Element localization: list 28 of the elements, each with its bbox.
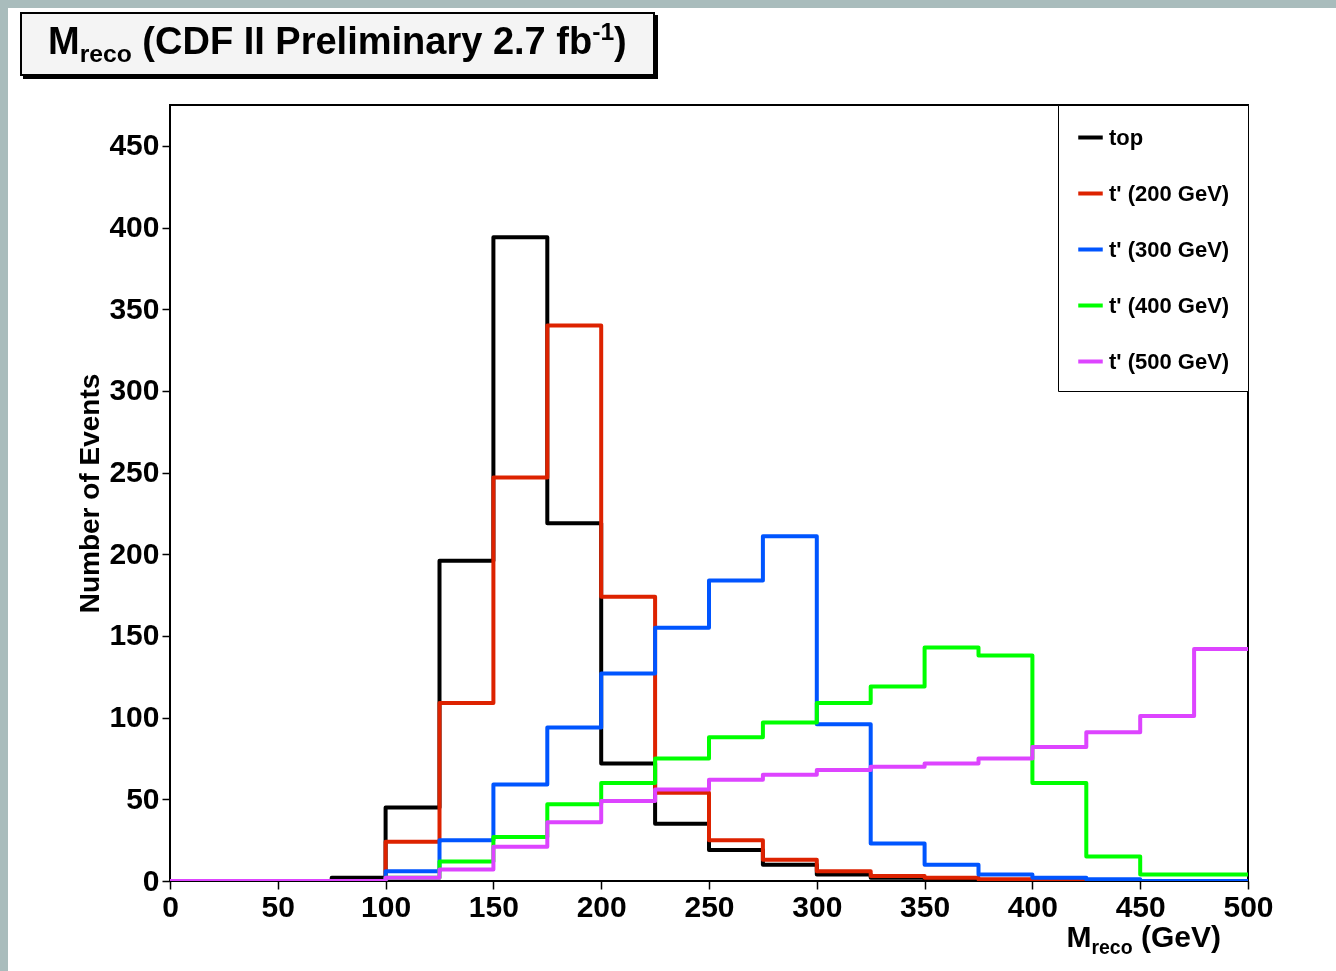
chart-title: M$_{reco}$ (CDF II Preliminary 2.7 fb$^{-1}$)	[20, 12, 655, 77]
y-axis-title: Number of Events	[74, 373, 106, 614]
y-tick-label: 150	[109, 618, 160, 652]
y-tick-label: 0	[142, 863, 160, 897]
x-tick-label: 400	[1007, 889, 1058, 923]
y-tick-label: 200	[109, 536, 160, 570]
x-tick-label: 50	[261, 889, 295, 923]
x-axis-title: M$_{reco}$ (GeV)	[1066, 920, 1221, 959]
legend-label: t' (400 GeV)	[1109, 292, 1230, 318]
y-tick-label: 400	[109, 210, 160, 244]
x-tick-label: 500	[1223, 889, 1274, 923]
legend-label: t' (500 GeV)	[1109, 348, 1230, 374]
legend-label: top	[1109, 124, 1144, 150]
y-tick-label: 100	[109, 700, 160, 734]
y-tick-label: 350	[109, 291, 160, 325]
legend-label: t' (300 GeV)	[1109, 236, 1230, 262]
x-tick-label: 150	[468, 889, 519, 923]
x-tick-label: 300	[792, 889, 843, 923]
y-tick-label: 450	[109, 128, 160, 162]
x-tick-label: 100	[361, 889, 412, 923]
x-tick-label: 250	[684, 889, 735, 923]
legend-label: t' (200 GeV)	[1109, 180, 1230, 206]
y-tick-label: 250	[109, 455, 160, 489]
x-tick-label: 350	[900, 889, 951, 923]
x-tick-label: 450	[1115, 889, 1166, 923]
y-tick-label: 50	[126, 781, 160, 815]
x-tick-label: 200	[576, 889, 627, 923]
y-tick-label: 300	[109, 373, 160, 407]
